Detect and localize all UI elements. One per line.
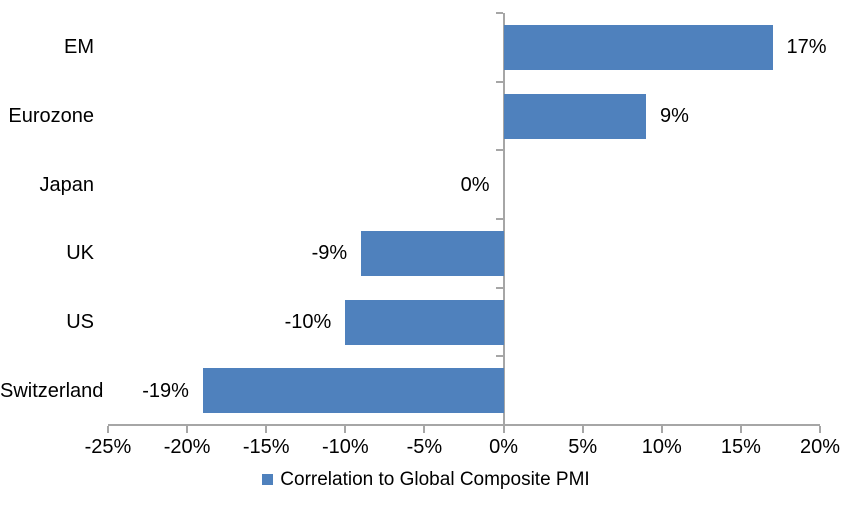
- x-axis-tick: [423, 426, 426, 433]
- x-axis-line: [108, 424, 820, 426]
- x-tick-label: 0%: [489, 436, 518, 458]
- value-label: -10%: [284, 311, 332, 333]
- x-axis-tick: [819, 426, 821, 433]
- y-axis-tick: [495, 218, 503, 220]
- y-axis-line: [502, 13, 505, 425]
- x-tick-label: -20%: [163, 436, 211, 458]
- category-label: Switzerland: [0, 379, 104, 402]
- x-tick-label: 5%: [568, 436, 598, 458]
- bar: [361, 230, 504, 276]
- x-tick-label: -5%: [406, 436, 443, 458]
- value-label: -9%: [311, 242, 348, 265]
- category-label: Eurozone: [8, 105, 94, 127]
- chart-legend: Correlation to Global Composite PMI: [0, 470, 852, 489]
- bar: [345, 299, 504, 345]
- category-label: EM: [64, 36, 94, 59]
- x-tick-label: -25%: [84, 436, 132, 458]
- y-axis-tick: [495, 12, 503, 14]
- x-axis-tick: [660, 426, 663, 433]
- legend-swatch-icon: [262, 474, 274, 485]
- legend-label: Correlation to Global Composite PMI: [280, 469, 590, 490]
- bar: [503, 93, 646, 139]
- y-axis-tick: [495, 355, 503, 358]
- value-label: -19%: [142, 379, 189, 402]
- category-label: UK: [66, 242, 94, 265]
- category-label: US: [66, 311, 94, 333]
- x-axis-tick: [265, 426, 268, 433]
- bar: [202, 368, 504, 414]
- x-tick-label: 20%: [799, 436, 841, 458]
- x-axis-tick: [107, 426, 109, 433]
- value-label: 0%: [460, 173, 490, 196]
- x-tick-label: 15%: [720, 436, 761, 458]
- bar: [503, 24, 773, 70]
- x-axis-tick: [186, 426, 189, 433]
- value-label: 17%: [786, 36, 827, 59]
- x-axis-tick: [344, 426, 347, 433]
- x-tick-label: 10%: [641, 436, 682, 458]
- category-label: Japan: [39, 173, 95, 196]
- y-axis-tick: [495, 80, 503, 83]
- x-axis-tick: [739, 426, 742, 433]
- y-axis-tick: [495, 286, 503, 289]
- x-axis-tick: [581, 426, 584, 433]
- x-tick-label: -15%: [242, 436, 290, 458]
- x-axis-tick: [502, 426, 505, 433]
- value-label: 9%: [659, 105, 689, 127]
- y-axis-tick: [495, 149, 503, 152]
- x-tick-label: -10%: [321, 436, 369, 458]
